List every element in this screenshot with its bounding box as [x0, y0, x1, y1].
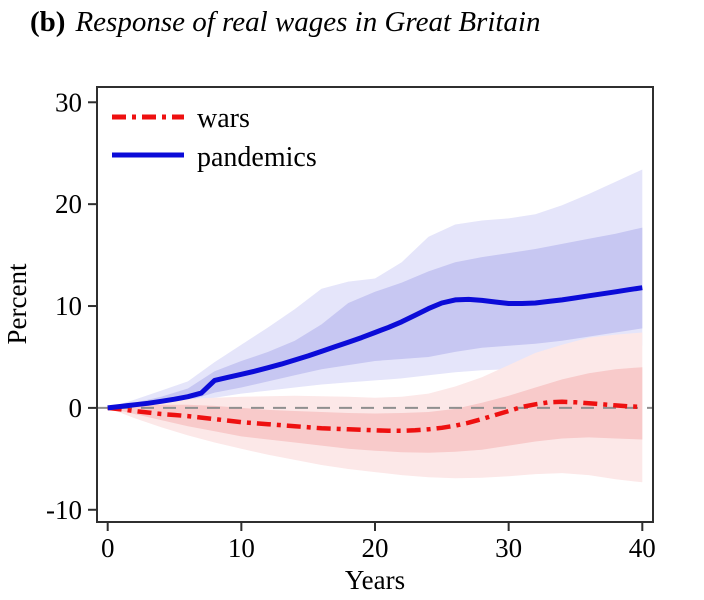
x-tick-labels: 0 10 20 30 40	[101, 533, 656, 563]
figure-title-text: Response of real wages in Great Britain	[75, 6, 541, 38]
series-lines	[107, 285, 643, 434]
y-tick-label: 10	[55, 291, 82, 321]
y-axis-title: Percent	[2, 263, 32, 344]
y-tick-labels: 30 20 10 0 -10	[46, 87, 82, 524]
pandemics-line	[107, 285, 643, 411]
x-tick-label: 10	[228, 533, 255, 563]
pandemics-inner-band	[107, 227, 643, 408]
x-tick-label: 30	[495, 533, 522, 563]
legend: wars pandemics	[112, 103, 317, 173]
figure-title: (b) Response of real wages in Great Brita…	[30, 6, 541, 39]
legend-wars-label: wars	[197, 103, 250, 134]
x-tick-label: 20	[362, 533, 389, 563]
x-axis-title: Years	[345, 565, 405, 595]
axis-ticks	[88, 101, 644, 531]
y-tick-label: -10	[46, 495, 82, 525]
wars-inner-band	[107, 367, 643, 453]
x-tick-label: 0	[101, 533, 115, 563]
y-tick-label: 0	[69, 393, 83, 423]
y-tick-label: 30	[55, 87, 82, 117]
x-tick-label: 40	[629, 533, 656, 563]
legend-pandemics-label: pandemics	[197, 142, 317, 173]
confidence-bands	[107, 169, 643, 483]
y-tick-label: 20	[55, 189, 82, 219]
pandemics-outer-band	[107, 169, 643, 411]
figure-title-prefix: (b)	[30, 6, 66, 38]
